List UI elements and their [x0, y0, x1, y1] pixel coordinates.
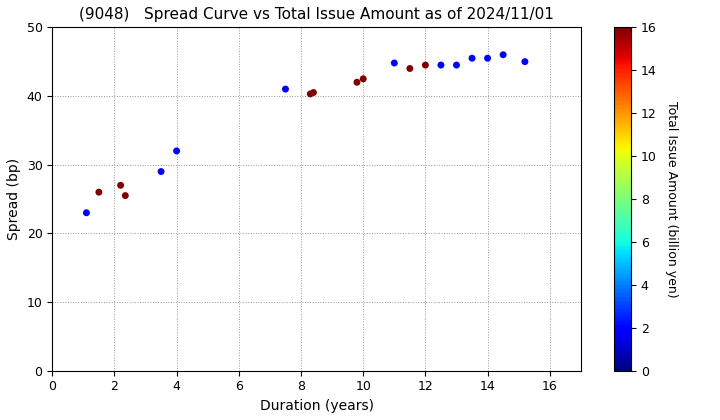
Y-axis label: Total Issue Amount (billion yen): Total Issue Amount (billion yen) — [665, 101, 678, 297]
Point — [120, 192, 131, 199]
Point — [420, 62, 431, 68]
Point — [498, 51, 509, 58]
Point — [307, 89, 319, 96]
Point — [279, 86, 291, 92]
Point — [115, 182, 127, 189]
X-axis label: Duration (years): Duration (years) — [259, 399, 374, 413]
Point — [357, 76, 369, 82]
Point — [171, 147, 182, 154]
Point — [93, 189, 104, 196]
Point — [404, 65, 415, 72]
Point — [351, 79, 363, 86]
Point — [389, 60, 400, 66]
Point — [305, 91, 316, 97]
Point — [435, 62, 446, 68]
Point — [156, 168, 167, 175]
Point — [81, 210, 92, 216]
Point — [451, 62, 462, 68]
Point — [519, 58, 531, 65]
Title: (9048)   Spread Curve vs Total Issue Amount as of 2024/11/01: (9048) Spread Curve vs Total Issue Amoun… — [79, 7, 554, 22]
Point — [482, 55, 493, 62]
Point — [467, 55, 478, 62]
Y-axis label: Spread (bp): Spread (bp) — [7, 158, 21, 240]
